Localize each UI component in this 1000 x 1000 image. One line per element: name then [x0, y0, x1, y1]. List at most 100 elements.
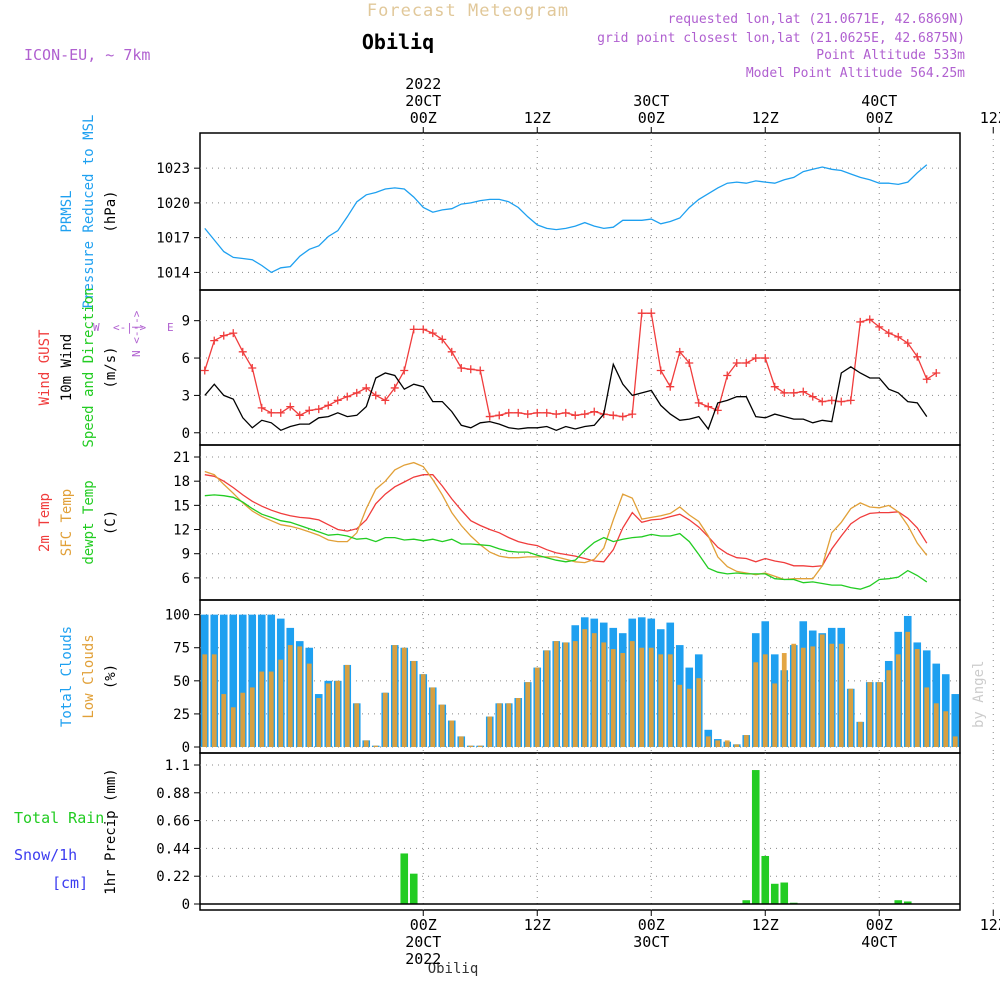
y-axis-label: Pressure Reduced to MSL [81, 115, 97, 309]
y-axis-label: (C) [103, 510, 119, 535]
low-cloud-bar [449, 720, 455, 747]
low-cloud-bar [221, 694, 227, 747]
y-tick-label: 15 [173, 498, 190, 514]
panel-frame [199, 444, 961, 601]
gust-marker [666, 382, 675, 391]
gust-marker [922, 375, 931, 384]
gust-marker [324, 401, 333, 410]
low-cloud-bar [354, 703, 360, 747]
bottom-tick-label: 20CT [405, 933, 441, 951]
top-tick-label: 00Z [638, 109, 665, 127]
gust-marker [238, 347, 247, 356]
low-cloud-bar [506, 703, 512, 747]
low-cloud-bar [914, 649, 920, 747]
gust-marker [400, 366, 409, 375]
gust-marker [628, 410, 637, 419]
series-line [204, 312, 937, 418]
top-tick-label: 30CT [633, 92, 669, 110]
top-tick-label: 20CT [405, 92, 441, 110]
y-tick-label: 0.66 [156, 814, 190, 830]
panel-5: 0 0.22 0.44 0.66 0.88 1.1 1hr Precip (mm)Total… [14, 752, 994, 913]
gust-marker [675, 347, 684, 356]
y-axis-label: Total Clouds [59, 626, 75, 727]
series-line [204, 164, 928, 274]
low-cloud-bar [259, 671, 265, 747]
low-cloud-bar [667, 654, 673, 747]
bottom-tick-label: 12Z [524, 916, 551, 934]
chart-panels: 1014 1017 1020 1023 PRMSL Pressure Reduced to… [14, 115, 994, 913]
low-cloud-bar [895, 654, 901, 747]
low-cloud-bar [268, 671, 274, 747]
total-cloud-bar [229, 614, 238, 747]
gust-marker [837, 397, 846, 406]
bottom-tick-label: 30CT [633, 933, 669, 951]
low-cloud-bar [211, 654, 217, 747]
top-tick-label: 00Z [410, 109, 437, 127]
low-cloud-bar [639, 647, 645, 747]
precip-bar [751, 770, 760, 904]
y-tick-label: 75 [173, 641, 190, 657]
y-tick-label: 3 [182, 388, 190, 404]
y-tick-label: 0.44 [156, 841, 190, 857]
low-cloud-bar [553, 641, 559, 747]
bottom-tick-label: 40CT [861, 933, 897, 951]
bottom-time-axis: 00Z20CT202212Z00Z30CT12Z00Z40CT12Z [405, 910, 1000, 968]
gust-marker [276, 408, 285, 417]
low-cloud-bar [297, 646, 303, 747]
gust-marker [780, 388, 789, 397]
low-cloud-bar [306, 663, 312, 747]
low-cloud-bar [867, 682, 873, 747]
y-axis-label: 10m Wind [59, 334, 75, 401]
y-tick-label: 1017 [156, 231, 190, 247]
gust-marker [466, 365, 475, 374]
gust-marker [314, 405, 323, 414]
precip-bar [409, 873, 418, 904]
panel-1: 1014 1017 1020 1023 PRMSL Pressure Reduced to… [59, 115, 994, 309]
low-cloud-bar [392, 645, 398, 747]
bottom-tick-label: 00Z [638, 916, 665, 934]
gust-marker [485, 412, 494, 421]
y-tick-label: 1014 [156, 265, 190, 281]
low-cloud-bar [629, 641, 635, 747]
panel-4: 0 25 50 75 100 Total Clouds Low Clouds (%) [59, 599, 994, 756]
gust-marker [580, 410, 589, 419]
gust-marker [390, 383, 399, 392]
low-cloud-bar [810, 646, 816, 747]
bottom-tick-label: 00Z [866, 916, 893, 934]
grid-point-coordinates: grid point closest lon,lat (21.0625E, 42… [597, 31, 965, 46]
low-cloud-bar [620, 653, 626, 747]
y-tick-label: 0.88 [156, 786, 190, 802]
gust-marker [257, 403, 266, 412]
y-axis-label: (%) [103, 664, 119, 689]
gust-marker [799, 387, 808, 396]
low-cloud-bar [753, 662, 759, 747]
low-cloud-bar [582, 629, 588, 747]
gust-marker [618, 412, 627, 421]
y-axis-label: Low Clouds [81, 634, 97, 718]
low-cloud-bar [382, 692, 388, 747]
total-cloud-bar [219, 614, 228, 747]
gust-marker [457, 364, 466, 373]
gust-marker [476, 366, 485, 375]
y-tick-label: 25 [173, 707, 190, 723]
compass-arrow-h: <-|-> [113, 321, 146, 334]
gust-marker [932, 368, 941, 377]
gust-marker [286, 402, 295, 411]
top-tick-label: 12Z [524, 109, 551, 127]
precip-bar [770, 883, 779, 904]
gust-marker [428, 329, 437, 338]
y-axis-label: (m/s) [103, 346, 119, 388]
panel-frame [199, 599, 961, 754]
y-tick-label: 9 [182, 314, 190, 330]
low-cloud-bar [829, 643, 835, 747]
y-tick-label: 9 [182, 547, 190, 563]
gust-marker [827, 396, 836, 405]
gust-marker [504, 408, 513, 417]
gust-marker [884, 329, 893, 338]
total-cloud-bar [248, 614, 257, 747]
gust-marker [894, 332, 903, 341]
low-cloud-bar [876, 682, 882, 747]
side-label: [cm] [52, 874, 88, 892]
low-cloud-bar [525, 682, 531, 747]
precip-bar [400, 853, 409, 904]
